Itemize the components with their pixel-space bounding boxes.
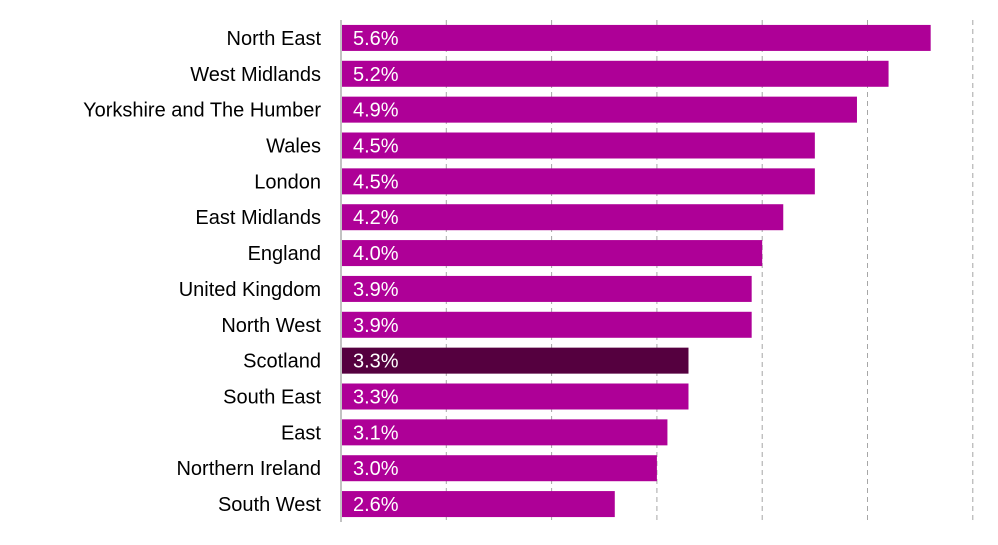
category-label: Scotland — [243, 351, 321, 373]
bar-east-midlands — [342, 204, 784, 231]
bar-south-west — [342, 491, 615, 518]
value-label: 4.5% — [353, 136, 399, 158]
category-label: Northern Ireland — [176, 458, 321, 480]
value-label: 5.6% — [353, 28, 399, 50]
bar-wales — [342, 132, 815, 159]
value-label: 4.0% — [353, 243, 399, 265]
value-label: 3.9% — [353, 279, 399, 301]
bar-london — [342, 168, 815, 195]
category-label: East Midlands — [195, 207, 321, 229]
bar-yorkshire-and-the-humber — [342, 96, 857, 123]
category-label: South East — [223, 387, 321, 409]
value-label: 4.5% — [353, 171, 399, 193]
bar-united-kingdom — [342, 275, 752, 302]
category-label: England — [248, 243, 321, 265]
category-label: London — [254, 171, 321, 193]
value-label: 4.9% — [353, 100, 399, 122]
bar-england — [342, 240, 763, 267]
bar-northern-ireland — [342, 455, 657, 482]
bars — [342, 24, 931, 518]
bar-north-west — [342, 311, 752, 338]
value-label: 3.0% — [353, 458, 399, 480]
value-label: 3.3% — [353, 351, 399, 373]
category-label: North West — [221, 315, 321, 337]
category-label: Yorkshire and The Humber — [83, 100, 321, 122]
value-label: 3.3% — [353, 387, 399, 409]
value-label: 4.2% — [353, 207, 399, 229]
category-label: West Midlands — [190, 64, 321, 86]
value-label: 5.2% — [353, 64, 399, 86]
bar-north-east — [342, 24, 931, 51]
value-label: 3.1% — [353, 422, 399, 444]
category-label: Wales — [266, 136, 321, 158]
category-label: East — [281, 422, 321, 444]
bar-east — [342, 419, 668, 446]
category-labels: North East West Midlands Yorkshire and The… — [83, 28, 321, 516]
category-label: United Kingdom — [179, 279, 321, 301]
bar-west-midlands — [342, 60, 889, 87]
value-label: 3.9% — [353, 315, 399, 337]
value-label: 2.6% — [353, 494, 399, 516]
value-labels: 5.6% 5.2% 4.9% 4.5% 4.5% 4.2% 4.0% 3.9% 3.9% 3.3%… — [353, 28, 399, 516]
bar-scotland — [342, 347, 689, 374]
category-label: South West — [218, 494, 321, 516]
gridlines — [445, 20, 974, 522]
category-label: North East — [227, 28, 322, 50]
bar-south-east — [342, 383, 689, 410]
